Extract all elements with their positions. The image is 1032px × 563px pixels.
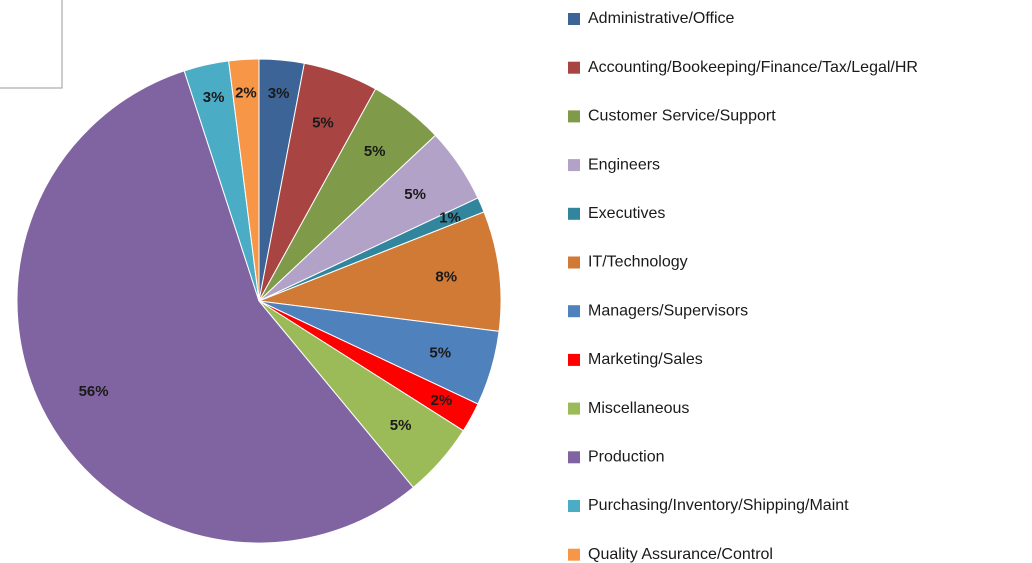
legend-label: Executives	[588, 205, 665, 222]
legend-swatch	[568, 500, 580, 512]
legend-swatch	[568, 402, 580, 415]
legend-swatch	[568, 353, 580, 366]
legend-swatch	[568, 207, 580, 220]
legend-swatch	[568, 256, 580, 269]
legend-label: Managers/Supervisors	[588, 302, 748, 319]
legend-label: Production	[588, 449, 665, 466]
pie-slice	[16, 70, 414, 544]
data-label: 2%	[431, 392, 453, 409]
data-label: 2%	[235, 84, 257, 101]
legend-label: Quality Assurance/Control	[588, 546, 773, 563]
legend-label: Purchasing/Inventory/Shipping/Maint	[588, 497, 849, 514]
legend-swatch	[568, 110, 580, 123]
legend-swatch	[568, 159, 580, 172]
data-label: 3%	[268, 85, 290, 102]
legend-label: Administrative/Office	[588, 10, 735, 27]
data-label: 1%	[439, 209, 461, 226]
legend-swatch	[568, 548, 580, 561]
data-label: 5%	[312, 114, 334, 131]
legend-swatch	[568, 451, 580, 464]
legend-swatch	[568, 13, 580, 25]
pie-slice	[228, 58, 260, 302]
data-label: 56%	[79, 383, 109, 400]
legend-label: Customer Service/Support	[588, 108, 776, 125]
legend-swatch	[568, 305, 580, 318]
legend-swatch	[568, 61, 580, 74]
pie-slice	[258, 211, 502, 332]
data-label: 5%	[390, 417, 412, 434]
data-label: 8%	[435, 268, 457, 285]
data-label: 5%	[404, 186, 426, 203]
data-label: 5%	[429, 345, 451, 362]
legend-label: Marketing/Sales	[588, 351, 703, 368]
frame-box	[0, 0, 63, 89]
data-label: 3%	[203, 89, 225, 106]
legend-label: Accounting/Bookeeping/Finance/Tax/Legal/…	[588, 59, 918, 76]
legend-label: Engineers	[588, 156, 660, 173]
legend-label: IT/Technology	[588, 254, 688, 271]
data-label: 5%	[364, 143, 386, 160]
legend-label: Miscellaneous	[588, 400, 689, 417]
